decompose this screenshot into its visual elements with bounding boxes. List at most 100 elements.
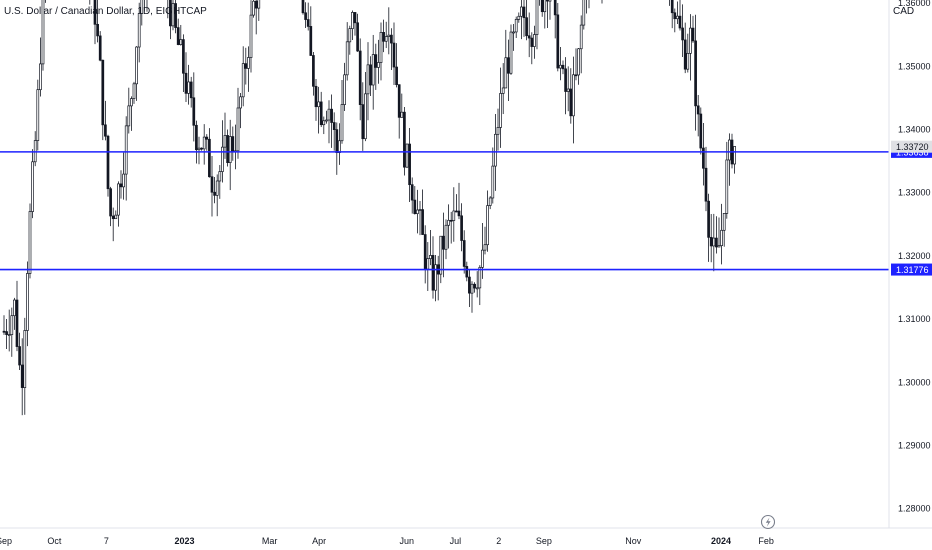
candle-body (36, 89, 40, 141)
candle-body (351, 12, 354, 29)
candle-body (254, 0, 258, 9)
candle-body (241, 63, 245, 98)
candle-body (426, 258, 430, 270)
candle-body (377, 62, 380, 68)
candle-body (733, 146, 736, 165)
candle-body (400, 111, 404, 118)
candle-body (382, 32, 385, 42)
candle-body (257, 0, 261, 9)
candle-body (228, 136, 232, 163)
candle-body (481, 249, 484, 268)
candle-body (483, 244, 487, 251)
currency-label[interactable]: CAD (893, 6, 915, 17)
candle-body (314, 85, 318, 108)
candle-body (577, 48, 580, 76)
candle-body (522, 6, 526, 19)
candle-body (499, 93, 502, 128)
candle-body (491, 165, 495, 199)
candle-body (702, 147, 705, 169)
candle-body (358, 50, 362, 105)
candle-body (455, 210, 458, 213)
candle-body (13, 299, 16, 317)
candle-body (117, 183, 120, 216)
candle-body (114, 214, 118, 220)
candle-body (187, 81, 190, 94)
candle-body (338, 140, 341, 153)
candle-body (449, 219, 453, 222)
candle-body (208, 138, 211, 178)
x-tick-label: Nov (625, 536, 642, 546)
candle-body (130, 98, 133, 107)
candle-body (374, 54, 378, 68)
y-tick-label: 1.32000 (898, 251, 931, 261)
candle-body (410, 184, 414, 201)
candle-body (543, 0, 547, 13)
candle-body (127, 105, 131, 127)
last-price-text: 1.33720 (896, 142, 929, 152)
candle-body (434, 264, 437, 291)
candle-body (431, 255, 435, 291)
x-tick-label: Apr (312, 536, 326, 546)
candle-body (707, 200, 710, 238)
candle-body (387, 34, 391, 37)
x-tick-label: 2 (496, 536, 501, 546)
candle-body (366, 64, 370, 95)
candle-body (171, 3, 175, 27)
candle-body (104, 124, 107, 137)
candle-body (119, 183, 123, 188)
y-tick-label: 1.30000 (898, 377, 931, 387)
candle-body (673, 12, 677, 20)
x-tick-label: Mar (262, 536, 278, 546)
candle-body (574, 74, 578, 77)
candle-body (561, 64, 565, 70)
candle-body (470, 283, 474, 294)
candle-body (301, 0, 305, 14)
lightning-icon[interactable] (760, 514, 776, 530)
candle-body (343, 74, 346, 105)
candle-body (473, 283, 476, 289)
price-label-box (891, 263, 932, 276)
y-tick-label: 1.28000 (898, 504, 931, 514)
candle-body (137, 13, 141, 48)
candle-body (179, 39, 183, 45)
candle-body (205, 136, 209, 140)
candle-body (447, 219, 450, 226)
price-axis[interactable]: 1.410001.400001.390001.380001.370001.360… (888, 0, 931, 528)
candle-body (569, 88, 573, 117)
candle-body (728, 139, 731, 161)
time-axis[interactable]: Sep Oct 7 2023 Mar Apr Jun Jul 2 Sep Nov 2024 Feb (0, 527, 932, 546)
x-tick-label: 2023 (175, 536, 195, 546)
candle-body (218, 171, 222, 182)
candle-body (429, 255, 432, 259)
candle-body (704, 167, 708, 202)
candle-body (213, 191, 216, 196)
candle-body (564, 68, 567, 92)
candle-body (202, 136, 206, 150)
candle-body (319, 101, 323, 126)
candle-body (200, 147, 203, 150)
candle-body (509, 31, 513, 74)
candle-body (226, 135, 229, 163)
candle-body (39, 63, 42, 91)
candle-body (327, 108, 331, 121)
candle-body (488, 197, 492, 206)
candle-body (717, 245, 721, 248)
candle-body (540, 0, 544, 13)
candle-body (2, 330, 6, 333)
candle-body (236, 107, 240, 152)
candle-body (384, 36, 388, 42)
candle-body (525, 17, 528, 37)
candle-body (423, 234, 427, 270)
candle-body (548, 0, 552, 2)
candle-body (244, 63, 248, 69)
candle-body (5, 331, 8, 335)
candle-body (413, 199, 417, 215)
candle-body (403, 111, 406, 168)
y-tick-label: 1.33000 (898, 188, 931, 198)
candle-body (457, 210, 461, 217)
x-tick-label: Sep (536, 536, 552, 546)
candle-body (169, 0, 172, 27)
candle-body (408, 143, 411, 186)
